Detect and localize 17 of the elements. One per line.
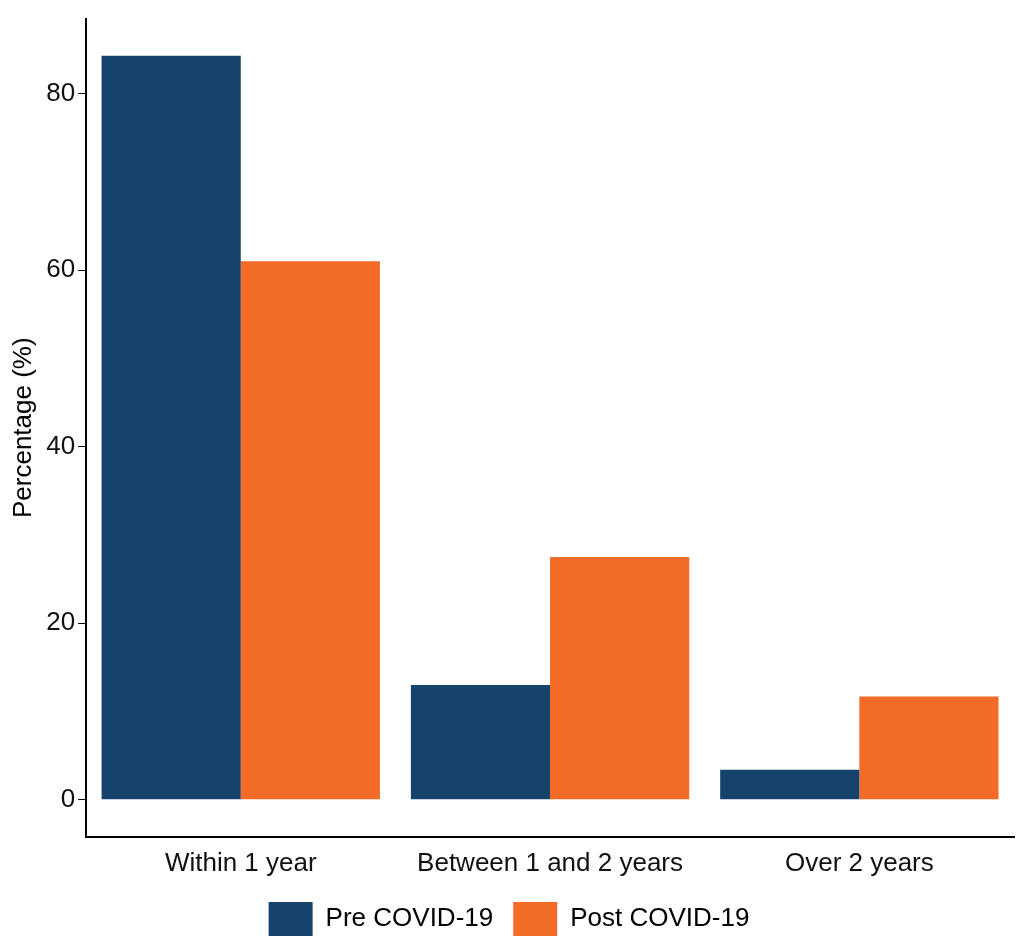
bar [410,684,551,800]
x-tick-label: Over 2 years [784,846,934,877]
bar [720,769,860,800]
bar [550,557,690,800]
y-tick-label: 80 [46,76,76,107]
legend-label: Pre COVID-19 [325,902,494,933]
y-tick-label: 60 [46,253,76,284]
bar [859,696,999,800]
x-tick-label: Between 1 and 2 years [417,846,684,877]
y-axis-title: Percentage (%) [6,337,37,519]
x-tick-label: Within 1 year [164,846,317,877]
y-tick-label: 20 [46,606,76,637]
y-tick-label: 0 [60,782,76,813]
y-tick-label: 40 [46,429,76,460]
bar [101,55,241,800]
bar [240,261,380,800]
legend-label: Post COVID-19 [570,902,750,933]
